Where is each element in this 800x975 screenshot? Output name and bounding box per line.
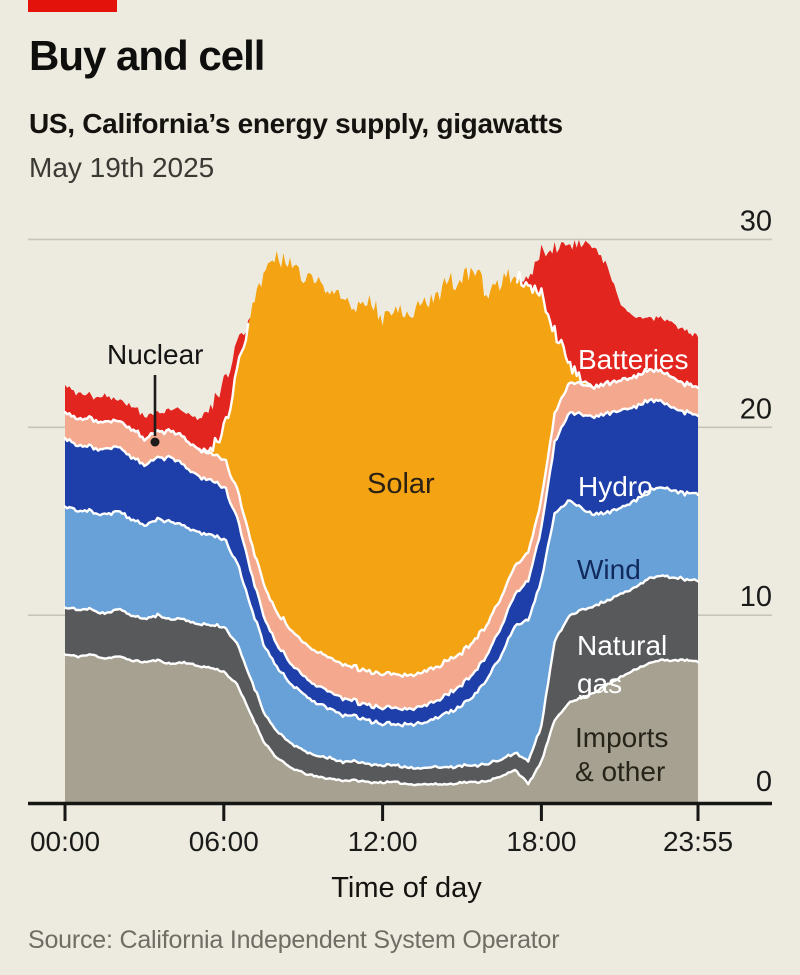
- chart-date: May 19th 2025: [29, 152, 215, 183]
- nuclear-annotation-label: Nuclear: [107, 339, 203, 370]
- series-labels: Imports& other Natural gas Wind Hydro Solar Ba…: [367, 344, 689, 787]
- boundary-natural-gas: [63, 574, 700, 770]
- chart-title: Buy and cell: [29, 32, 265, 79]
- boundary-wind: [63, 486, 700, 728]
- x-tick-label: 18:00: [506, 826, 576, 857]
- layer-boundaries: [63, 270, 700, 787]
- area-nuclear: [65, 369, 698, 710]
- area-wind: [65, 487, 698, 769]
- x-axis: 00:00 06:00 12:00 18:00 23:55 Time of day: [28, 801, 772, 904]
- source-note: Source: California Independent System Op…: [28, 926, 560, 954]
- label-hydro: Hydro: [578, 471, 653, 502]
- y-tick-label-0: 0: [756, 766, 772, 798]
- x-tick-label: 06:00: [189, 826, 259, 857]
- label-natural-gas: Natural: [577, 630, 667, 661]
- x-axis-title: Time of day: [331, 872, 482, 904]
- boundary-hydro: [63, 398, 700, 712]
- y-axis-labels: 0 10 20 30: [740, 205, 772, 798]
- label-wind: Wind: [577, 554, 641, 585]
- area-hydro: [65, 399, 698, 727]
- x-tick-label: 12:00: [348, 826, 418, 857]
- stacked-areas: [65, 239, 698, 803]
- area-solar: [65, 250, 698, 677]
- label-imports-other: Imports: [575, 722, 668, 753]
- y-tick-label-10: 10: [740, 581, 772, 613]
- y-tick-label-20: 20: [740, 393, 772, 425]
- chart-subtitle: US, California’s energy supply, gigawatt…: [29, 108, 563, 139]
- y-tick-label-30: 30: [740, 205, 772, 237]
- label-batteries: Batteries: [578, 344, 689, 375]
- boundary-imports-other: [63, 653, 700, 787]
- x-tick-label: 23:55: [663, 826, 733, 857]
- label-natural-gas: gas: [577, 668, 622, 699]
- red-kicker-tab: [28, 0, 117, 12]
- label-solar: Solar: [367, 468, 435, 500]
- nuclear-pointer-dot: [150, 437, 160, 447]
- x-tick-label: 00:00: [30, 826, 100, 857]
- nuclear-annotation: Nuclear: [107, 339, 203, 447]
- boundary-solar: [63, 270, 700, 454]
- label-imports-other: & other: [575, 756, 665, 787]
